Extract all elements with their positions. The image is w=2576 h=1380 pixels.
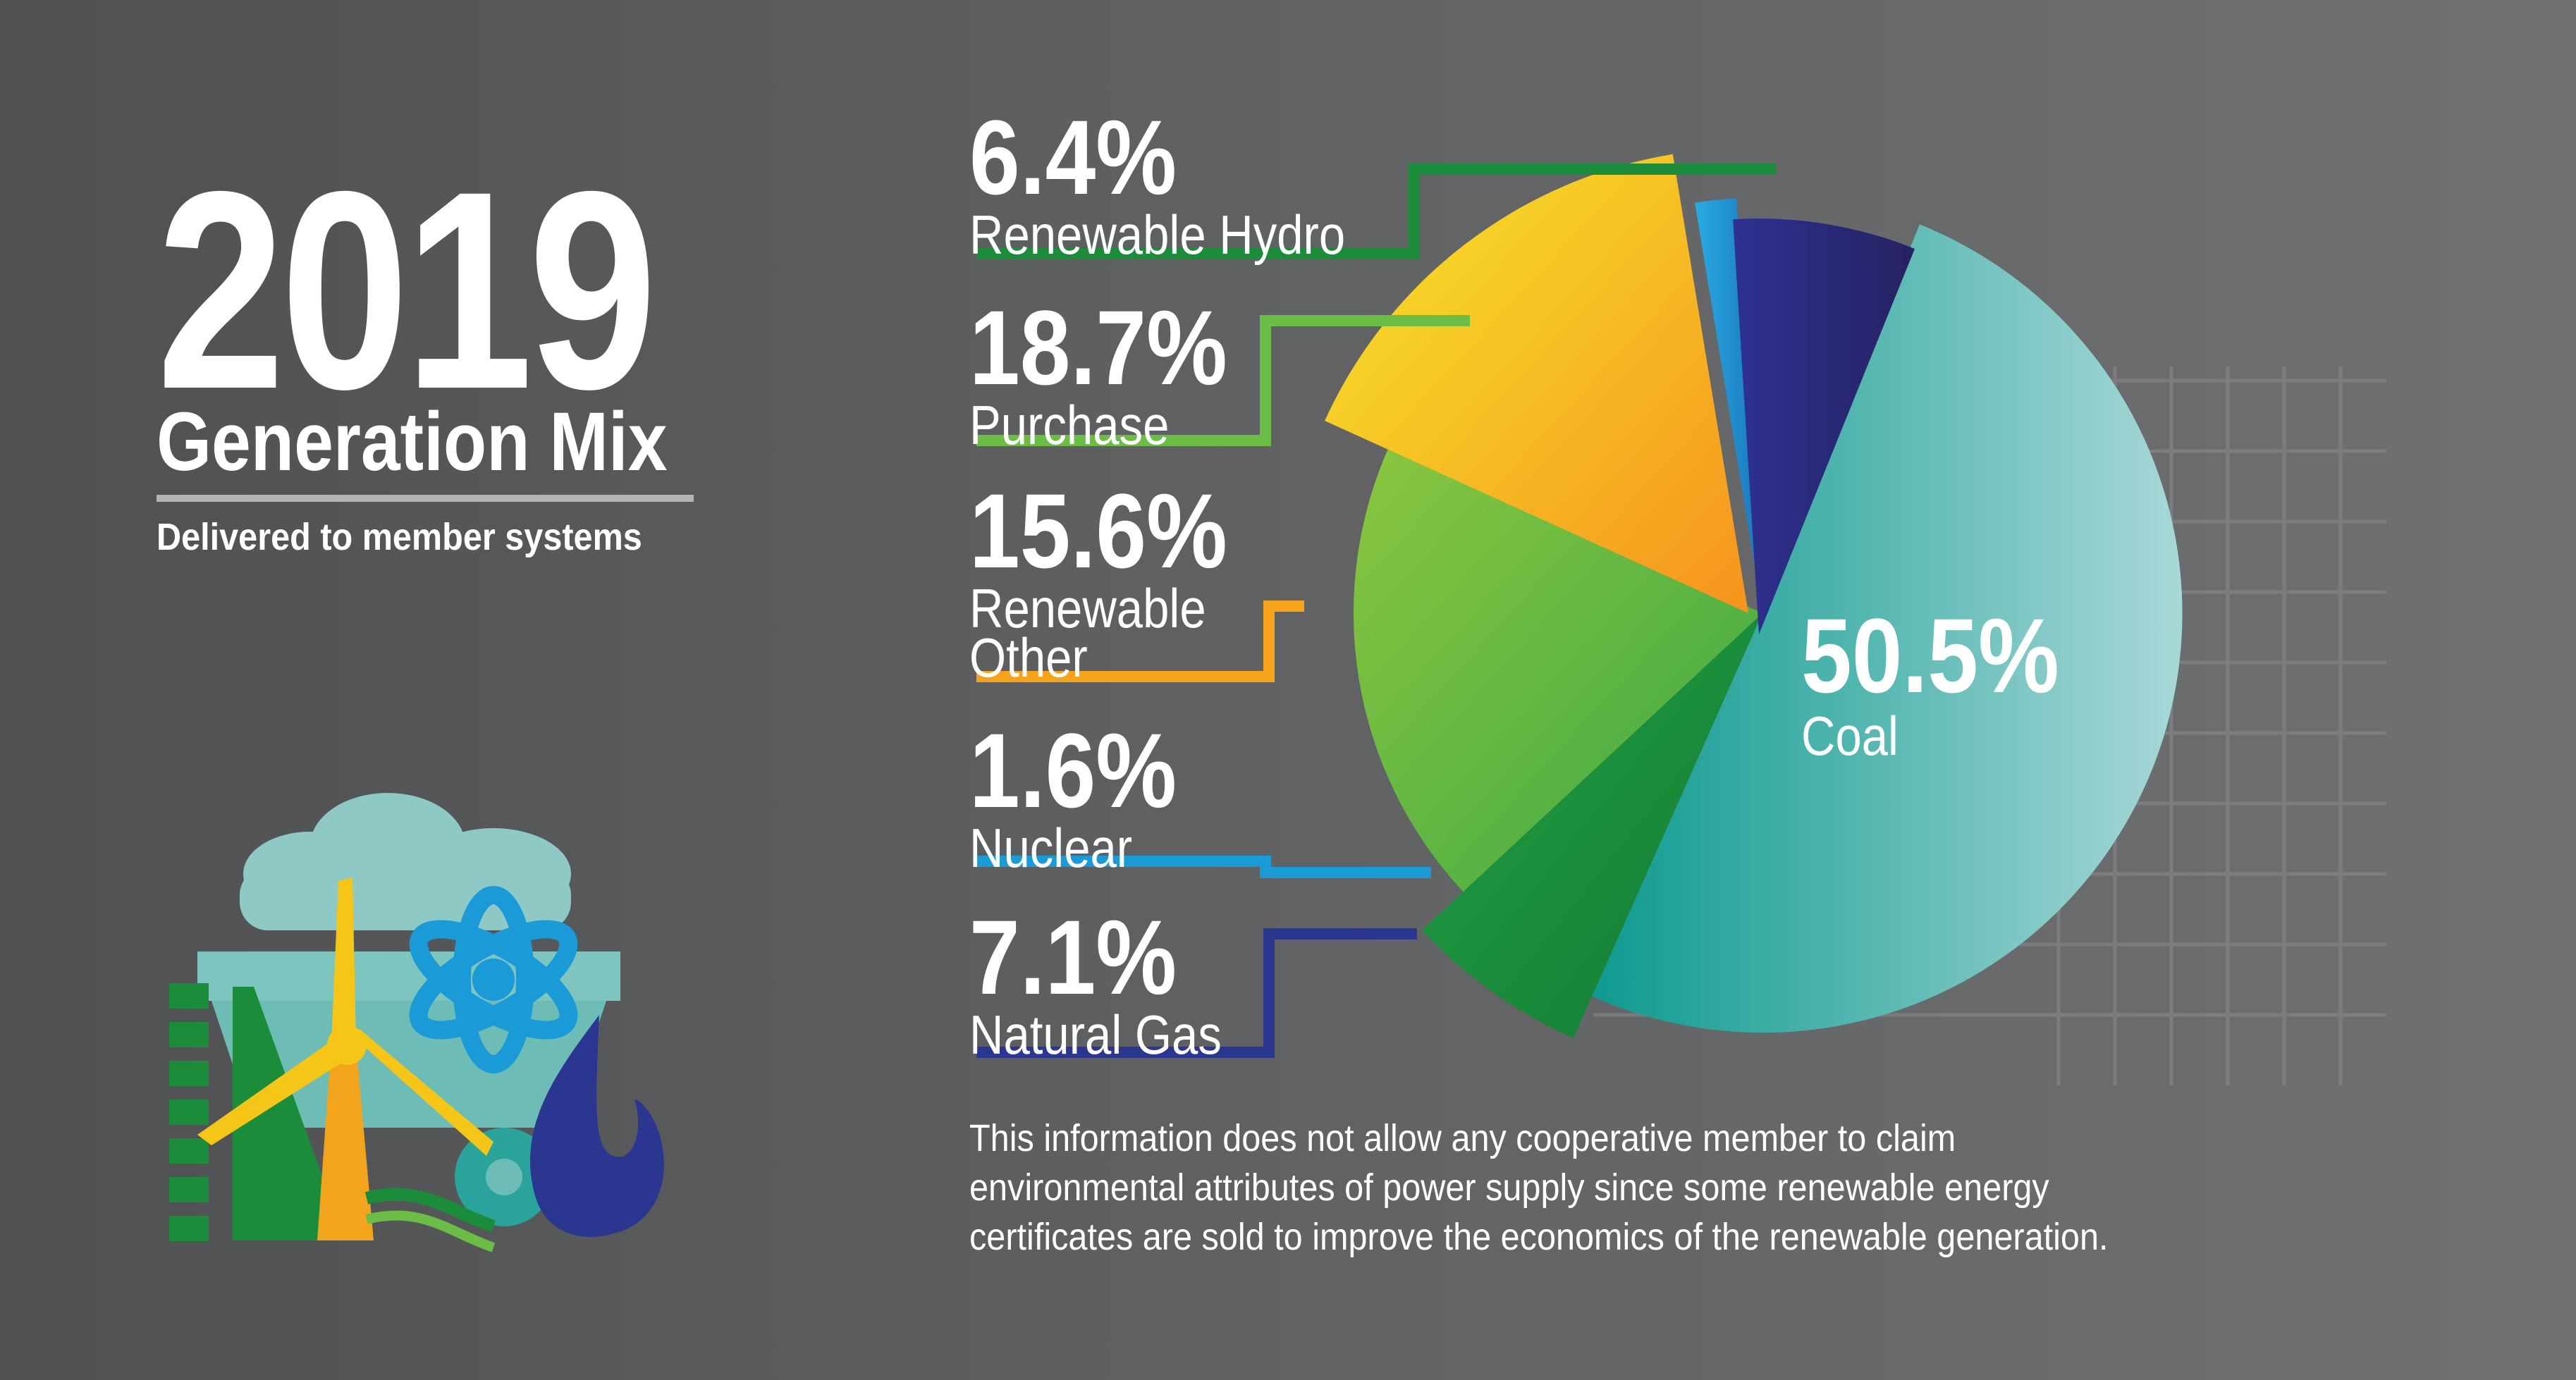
cloud-icon xyxy=(240,793,571,930)
year-title: 2019 xyxy=(157,133,657,448)
pct-purchase: 18.7% xyxy=(969,288,1227,407)
pie-slice-coal xyxy=(1592,224,2183,1033)
callout-line-gas xyxy=(976,928,1417,1058)
pie-slice-natural-gas xyxy=(1733,218,1915,635)
pct-coal: 50.5% xyxy=(1801,596,2059,715)
label-renewable-other: 15.6% Renewable Other xyxy=(969,472,1227,689)
name-coal: Coal xyxy=(1801,705,1899,767)
callout-line-nuclear xyxy=(976,856,1431,878)
flame-icon xyxy=(530,1015,664,1237)
name-natural-gas: Natural Gas xyxy=(969,1004,1222,1066)
callout-line-other xyxy=(976,600,1304,682)
pct-nuclear: 1.6% xyxy=(969,711,1177,830)
callout-line-hydro xyxy=(976,164,1777,259)
title-divider xyxy=(157,495,694,502)
label-purchase: 18.7% Purchase xyxy=(969,288,1227,456)
name-purchase: Purchase xyxy=(969,394,1170,456)
footnote: This information does not allow any coop… xyxy=(969,1117,2109,1258)
pct-renewable-other: 15.6% xyxy=(969,472,1227,590)
pct-renewable-hydro: 6.4% xyxy=(969,98,1177,216)
pie-slice-renewable-other xyxy=(1325,154,1748,614)
hydro-dam-icon xyxy=(169,983,345,1241)
atom-icon xyxy=(409,886,578,1073)
coal-cart-icon xyxy=(197,951,620,1226)
label-natural-gas: 7.1% Natural Gas xyxy=(969,898,1222,1066)
callout-line-purchase xyxy=(976,315,1470,446)
label-nuclear: 1.6% Nuclear xyxy=(969,711,1177,879)
headline: Generation Mix xyxy=(157,395,668,488)
name-nuclear: Nuclear xyxy=(969,817,1133,879)
subhead: Delivered to member systems xyxy=(157,516,642,558)
wind-turbine-icon xyxy=(197,877,493,1240)
pct-natural-gas: 7.1% xyxy=(969,898,1177,1016)
name-renewable-hydro: Renewable Hydro xyxy=(969,204,1346,266)
pie-slice-renewable-hydro xyxy=(1422,613,1762,1038)
label-renewable-hydro: 6.4% Renewable Hydro xyxy=(969,98,1346,266)
label-coal: 50.5% Coal xyxy=(1801,603,2059,763)
pie-slice-purchase xyxy=(1353,444,1762,892)
pie-slice-nuclear xyxy=(1695,198,1762,613)
name-renewable-other: Renewable Other xyxy=(969,577,1206,689)
